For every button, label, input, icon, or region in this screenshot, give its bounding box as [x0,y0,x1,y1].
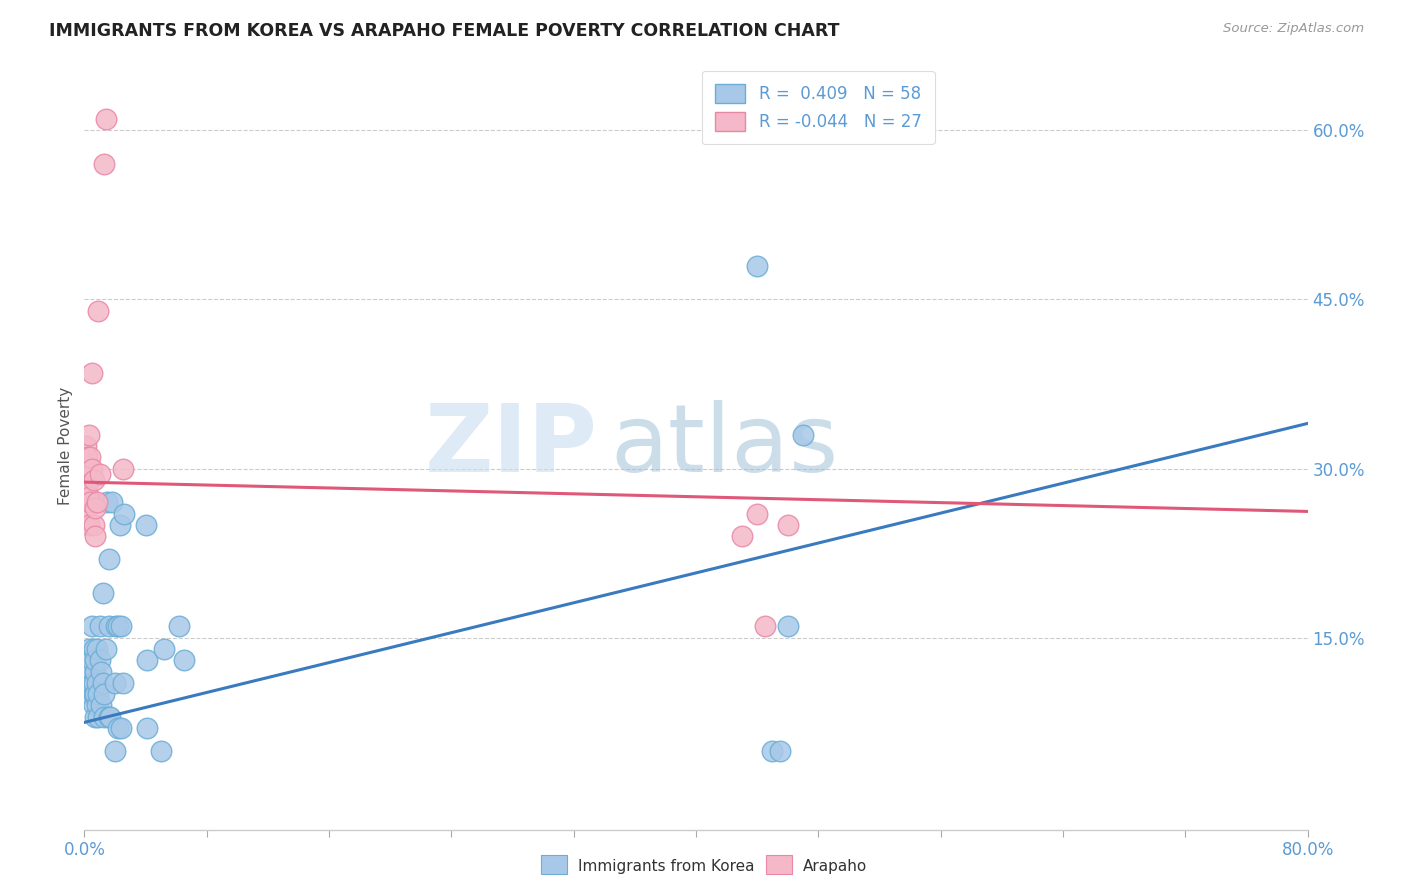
Point [76,501,98,516]
Point [80,676,103,690]
Point [80,366,103,380]
Point [89,619,111,633]
Point [776,518,799,533]
Point [94,642,117,657]
Point [75,467,97,482]
Point [77,490,100,504]
Point [136,653,159,667]
Point [77,518,100,533]
Text: Arapaho: Arapaho [803,859,868,873]
Point [86,676,108,690]
Point [83,698,105,713]
Point [101,495,124,509]
Point [167,619,190,633]
Point [84,529,107,543]
Point [98,710,121,724]
Point [91,676,114,690]
Point [80,461,103,475]
Point [97,551,120,566]
Point [754,619,776,633]
Point [89,467,111,482]
Point [105,619,128,633]
Point [110,619,132,633]
Point [83,687,105,701]
Point [83,642,105,657]
Point [90,698,112,713]
Point [110,721,132,735]
Point [86,642,108,657]
Y-axis label: Female Poverty: Female Poverty [58,387,73,505]
Point [75,439,97,453]
Point [792,427,814,442]
Point [87,710,110,724]
Point [107,619,129,633]
Point [111,676,134,690]
Point [76,478,98,492]
Point [83,676,105,690]
Point [80,653,103,667]
Point [79,495,101,509]
Point [89,653,111,667]
Point [87,303,110,318]
Text: ZIP: ZIP [425,400,598,492]
Point [84,665,107,679]
Point [84,501,107,516]
Text: Immigrants from Korea: Immigrants from Korea [578,859,755,873]
Text: IMMIGRANTS FROM KOREA VS ARAPAHO FEMALE POVERTY CORRELATION CHART: IMMIGRANTS FROM KOREA VS ARAPAHO FEMALE … [49,22,839,40]
Point [747,259,769,273]
Point [79,450,101,465]
Point [76,450,98,465]
Point [86,698,108,713]
Point [97,710,120,724]
Point [87,687,110,701]
Point [111,461,134,475]
Point [136,721,159,735]
Text: atlas: atlas [610,400,838,492]
Point [104,676,127,690]
Point [84,710,107,724]
Point [93,710,115,724]
Point [77,427,100,442]
Point [135,518,157,533]
Point [80,619,103,633]
Point [97,619,120,633]
Point [77,642,100,657]
Point [153,642,176,657]
Point [83,518,105,533]
Point [112,507,135,521]
Point [776,619,799,633]
Point [79,687,101,701]
Point [86,495,108,509]
Point [91,585,114,599]
Point [84,687,107,701]
Text: Source: ZipAtlas.com: Source: ZipAtlas.com [1223,22,1364,36]
Point [747,507,769,521]
Point [761,743,783,757]
Point [83,473,105,487]
Point [84,653,107,667]
Point [731,529,754,543]
Legend: R =  0.409   N = 58, R = -0.044   N = 27: R = 0.409 N = 58, R = -0.044 N = 27 [702,70,935,145]
Point [75,484,97,499]
Point [107,721,129,735]
Point [77,665,100,679]
Point [108,518,131,533]
Point [173,653,195,667]
Point [76,653,98,667]
Point [769,743,792,757]
Point [96,495,118,509]
Point [149,743,172,757]
Point [93,157,115,171]
Point [90,665,112,679]
Point [104,743,127,757]
Point [79,665,101,679]
Point [94,112,117,126]
Point [93,687,115,701]
